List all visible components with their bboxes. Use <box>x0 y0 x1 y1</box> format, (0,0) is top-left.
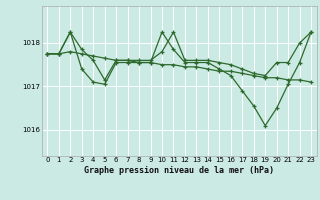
X-axis label: Graphe pression niveau de la mer (hPa): Graphe pression niveau de la mer (hPa) <box>84 166 274 175</box>
